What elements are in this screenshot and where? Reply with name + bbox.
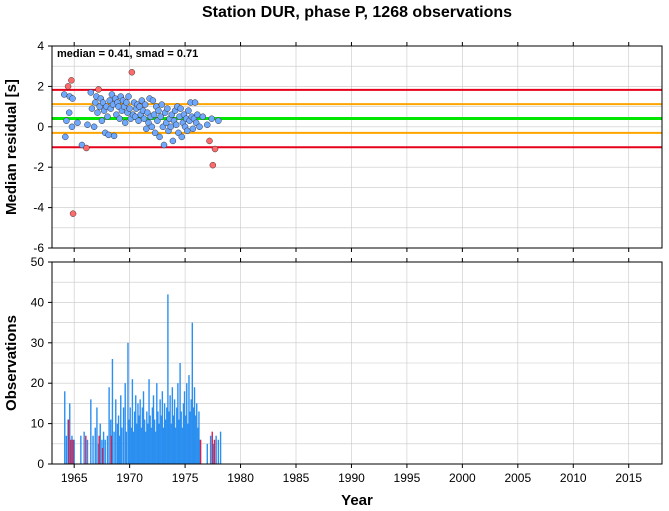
residual-point bbox=[215, 117, 222, 124]
observation-bars bbox=[64, 294, 222, 464]
y-tick-label: -2 bbox=[33, 160, 44, 174]
residual-point bbox=[143, 125, 150, 133]
residual-point bbox=[208, 115, 215, 122]
residual-point bbox=[169, 137, 177, 145]
residual-point bbox=[172, 121, 180, 129]
year-x-axis-label: Year bbox=[341, 492, 373, 509]
residual-point bbox=[90, 123, 98, 131]
residual-axis-ticks: -6 -4 -2 0 2 4 bbox=[33, 39, 630, 255]
residual-point bbox=[194, 111, 201, 118]
x-tick-label: 1990 bbox=[338, 471, 365, 485]
x-tick-label: 1975 bbox=[172, 471, 199, 485]
residual-point bbox=[62, 133, 69, 141]
residual-point bbox=[189, 125, 197, 133]
x-tick-label: 1985 bbox=[283, 471, 310, 485]
x-tick-label: 1995 bbox=[394, 471, 421, 485]
x-tick-label: 2015 bbox=[615, 471, 642, 485]
residual-point bbox=[94, 109, 101, 116]
y-tick-label: -4 bbox=[33, 201, 44, 215]
y-tick-label: 20 bbox=[31, 376, 45, 390]
x-tick-label: 1970 bbox=[116, 471, 143, 485]
residual-point bbox=[167, 123, 174, 131]
residual-point bbox=[204, 121, 211, 129]
residual-point bbox=[151, 129, 159, 137]
residual-point bbox=[126, 105, 133, 112]
residual-point bbox=[196, 123, 203, 131]
outlier-point bbox=[95, 86, 102, 93]
residual-point bbox=[150, 111, 158, 118]
residual-point bbox=[135, 117, 142, 124]
residual-point bbox=[125, 93, 132, 100]
observations-y-axis-label: Observations bbox=[3, 315, 20, 411]
residual-point bbox=[84, 121, 91, 129]
outlier-point bbox=[128, 69, 136, 76]
outlier-point bbox=[83, 144, 90, 152]
y-tick-label: 4 bbox=[37, 39, 44, 53]
residual-point bbox=[141, 101, 149, 108]
outlier-point bbox=[209, 161, 217, 169]
residual-point bbox=[92, 99, 99, 106]
residual-point bbox=[191, 99, 199, 106]
chart-title: Station DUR, phase P, 1268 observations bbox=[202, 4, 512, 21]
x-tick-label: 1965 bbox=[61, 471, 88, 485]
residual-point bbox=[140, 115, 148, 122]
x-tick-label: 1980 bbox=[227, 471, 254, 485]
residual-point bbox=[158, 101, 166, 108]
residual-point bbox=[98, 117, 106, 124]
residual-y-axis-label: Median residual [s] bbox=[3, 79, 20, 215]
residual-point bbox=[177, 105, 184, 112]
residual-point bbox=[199, 113, 207, 120]
residual-point bbox=[78, 141, 86, 149]
y-tick-label: -6 bbox=[33, 241, 44, 255]
residual-point bbox=[74, 119, 81, 127]
residual-point bbox=[178, 133, 186, 141]
residual-point bbox=[110, 132, 118, 140]
x-tick-label: 2010 bbox=[560, 471, 587, 485]
residual-plot-frame bbox=[51, 45, 663, 249]
residual-point bbox=[121, 119, 129, 127]
residual-panel: -6 -4 -2 0 2 4 median = 0.41, smad = 0.71 Med… bbox=[3, 39, 663, 255]
median-smad-annotation: median = 0.41, smad = 0.71 bbox=[57, 48, 198, 60]
x-tick-label: 2000 bbox=[449, 471, 476, 485]
outlier-point bbox=[211, 145, 219, 153]
residual-point bbox=[69, 95, 76, 102]
residual-point bbox=[123, 99, 130, 106]
residual-point bbox=[60, 91, 68, 98]
residual-point bbox=[148, 123, 156, 131]
observations-plot-frame bbox=[51, 261, 663, 465]
residual-point bbox=[104, 113, 111, 120]
y-tick-label: 40 bbox=[31, 295, 45, 309]
y-tick-label: 0 bbox=[37, 120, 44, 134]
x-tick-label: 2005 bbox=[504, 471, 531, 485]
residual-point bbox=[157, 113, 164, 120]
outlier-point bbox=[206, 137, 213, 145]
residual-point bbox=[68, 123, 76, 131]
residual-point bbox=[87, 89, 95, 96]
residual-point bbox=[160, 141, 168, 149]
residual-point bbox=[65, 109, 73, 116]
observations-axis-ticks: 1965 1970 1975 1980 1985 1990 1995 2000 2005 2010… bbox=[31, 255, 643, 485]
residual-point bbox=[184, 127, 191, 135]
residual-points bbox=[60, 69, 222, 217]
y-tick-label: 10 bbox=[31, 417, 45, 431]
residual-point bbox=[156, 133, 163, 141]
observations-panel: 1965 1970 1975 1980 1985 1990 1995 2000 2005 2010… bbox=[3, 255, 663, 509]
residual-point bbox=[116, 115, 123, 122]
outlier-point bbox=[64, 83, 72, 90]
residual-point bbox=[149, 97, 157, 104]
residual-point bbox=[63, 117, 70, 124]
residual-point bbox=[185, 107, 192, 114]
residual-point bbox=[88, 105, 96, 112]
residual-point bbox=[164, 105, 171, 112]
residual-point bbox=[155, 107, 162, 114]
outlier-point bbox=[68, 77, 75, 84]
y-tick-label: 0 bbox=[37, 457, 44, 471]
y-tick-label: 30 bbox=[31, 336, 45, 350]
y-tick-label: 50 bbox=[31, 255, 45, 269]
y-tick-label: 2 bbox=[37, 79, 44, 93]
residual-point bbox=[105, 131, 112, 139]
outlier-point bbox=[69, 210, 77, 217]
